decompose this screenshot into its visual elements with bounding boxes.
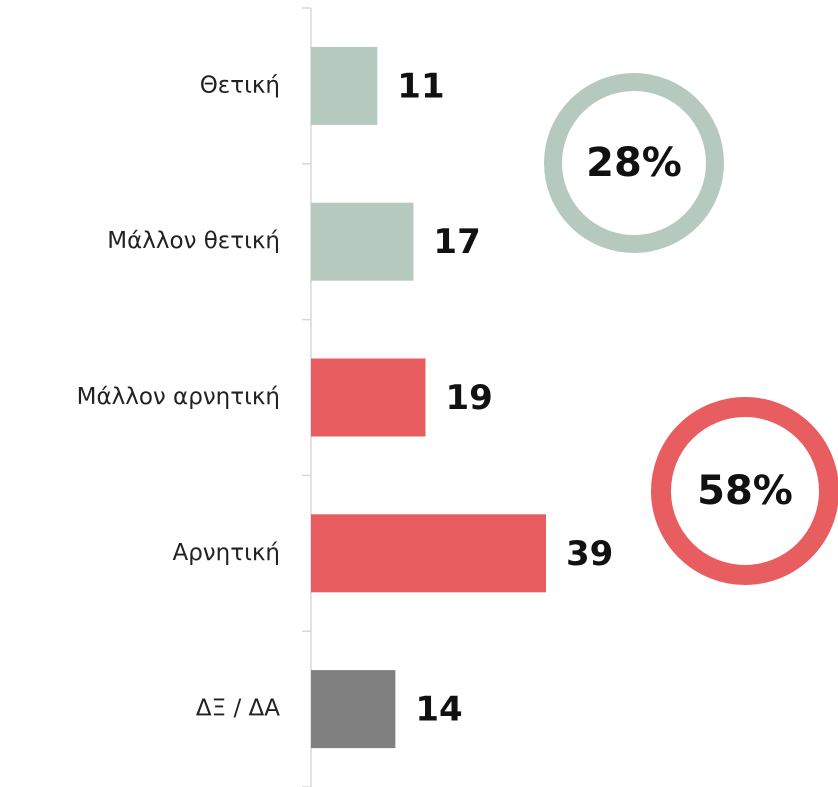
value-label: 11 — [397, 66, 444, 106]
category-label: Αρνητική — [172, 540, 280, 566]
value-label: 39 — [566, 534, 613, 574]
annotation-ring — [544, 73, 724, 253]
value-label: 19 — [445, 378, 492, 418]
annotation-text: 28% — [586, 140, 682, 186]
bar — [311, 202, 414, 281]
bar — [311, 514, 546, 593]
annotation-ring — [651, 397, 838, 585]
value-label: 17 — [433, 222, 480, 262]
category-label: Μάλλον θετική — [107, 228, 280, 254]
category-label: Μάλλον αρνητική — [77, 384, 280, 410]
category-label: Θετική — [200, 72, 280, 98]
category-label: ΔΞ / ΔΑ — [196, 696, 280, 722]
bar — [311, 670, 396, 749]
bar — [311, 46, 378, 125]
annotation-text: 58% — [697, 468, 793, 514]
value-label: 14 — [415, 690, 462, 730]
bar — [311, 358, 426, 437]
